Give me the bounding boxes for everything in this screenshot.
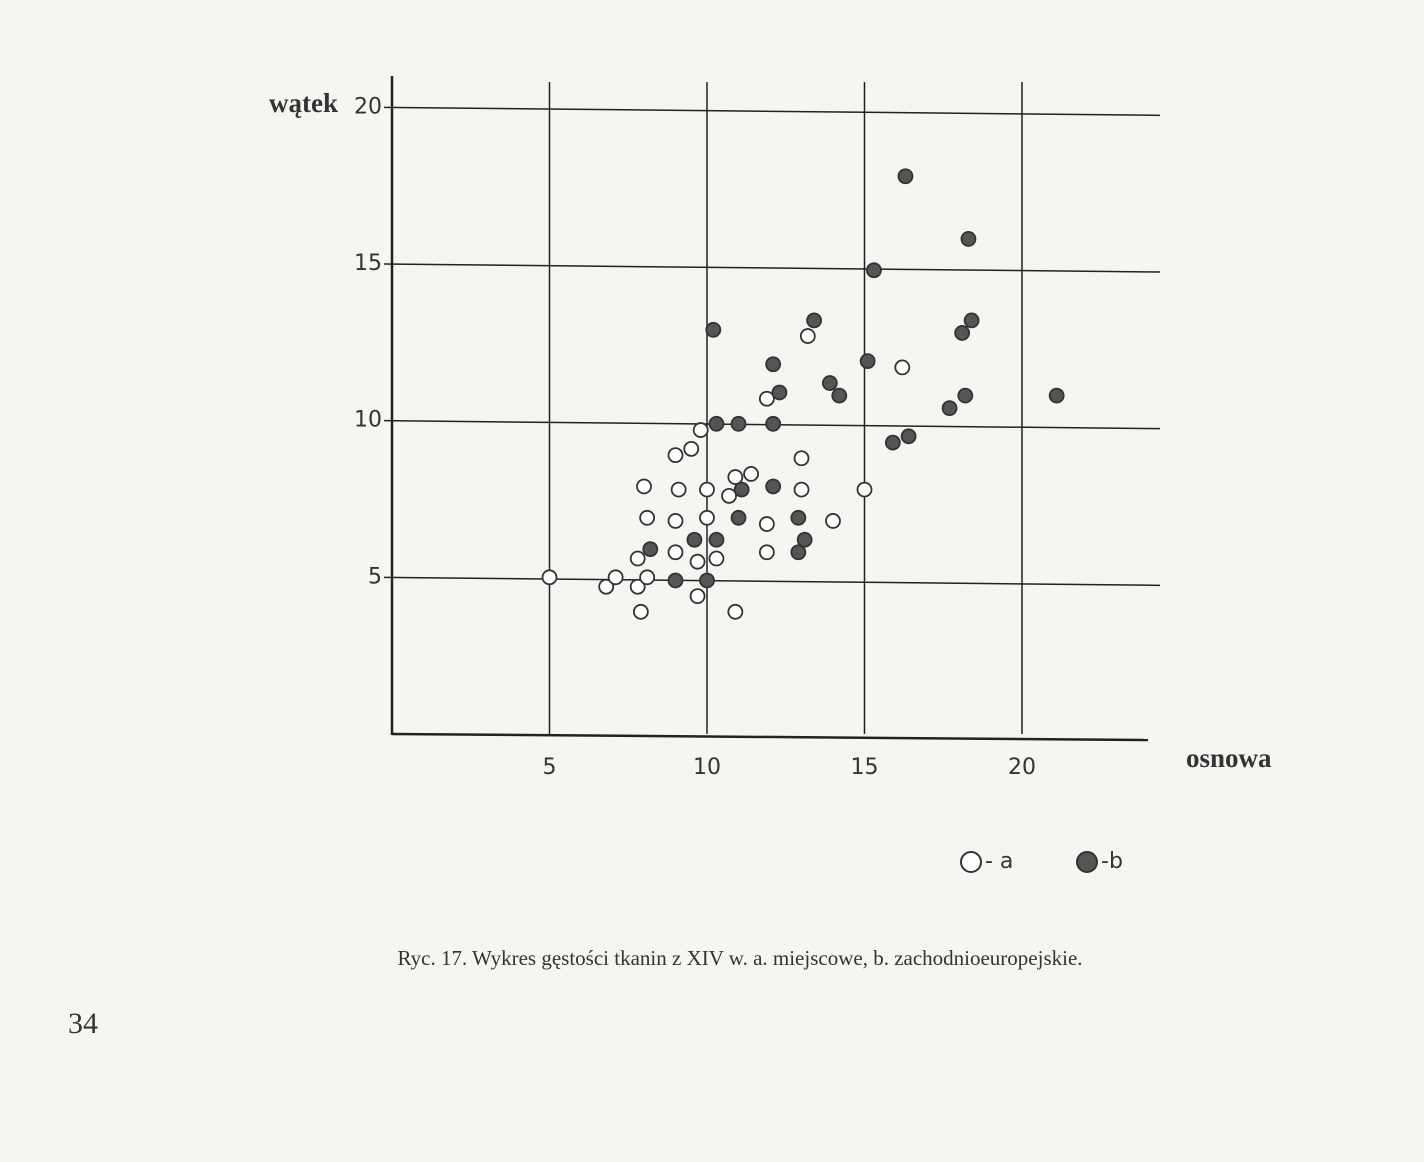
point <box>758 516 775 532</box>
point <box>636 478 652 495</box>
y-axis-label: wątek <box>269 88 338 118</box>
point <box>667 572 684 589</box>
point <box>642 541 659 558</box>
point <box>960 231 977 247</box>
point <box>790 509 807 526</box>
point <box>708 531 725 548</box>
point <box>957 387 974 404</box>
legend-label: -b <box>1101 849 1123 874</box>
point <box>667 447 684 464</box>
grid-line <box>383 106 1161 117</box>
point <box>765 356 782 373</box>
point <box>758 390 775 407</box>
point <box>743 466 759 482</box>
point <box>708 415 725 432</box>
point <box>708 550 725 567</box>
point <box>639 569 656 586</box>
x-axis-label: osnowa <box>1186 743 1272 773</box>
page-number: 34 <box>68 1007 98 1040</box>
point <box>689 588 706 605</box>
point <box>796 531 813 548</box>
point <box>598 578 615 595</box>
point <box>727 469 744 485</box>
legend-marker <box>960 851 982 873</box>
point <box>629 550 646 567</box>
x-tick-label: 20 <box>1008 755 1036 780</box>
point <box>894 359 911 376</box>
x-axis <box>391 732 1149 742</box>
point <box>730 509 747 526</box>
point <box>639 509 656 526</box>
point <box>692 422 709 438</box>
point <box>790 544 807 561</box>
point <box>699 509 715 526</box>
point <box>541 569 558 586</box>
legend-marker <box>1076 851 1098 873</box>
point <box>667 513 684 529</box>
point <box>733 481 750 498</box>
point <box>727 603 744 620</box>
point <box>629 578 646 595</box>
point <box>632 603 649 620</box>
point <box>758 544 775 561</box>
point <box>897 168 914 185</box>
grid-line <box>383 263 1161 273</box>
point <box>884 434 901 451</box>
point <box>941 400 958 417</box>
y-tick-label: 5 <box>368 564 382 589</box>
point <box>667 544 684 561</box>
point <box>963 312 980 329</box>
point <box>670 481 687 498</box>
caption: Ryc. 17. Wykres gęstości tkanin z XIV w.… <box>397 946 1082 970</box>
point <box>799 328 816 344</box>
point <box>721 487 737 504</box>
x-tick-label: 15 <box>851 755 879 780</box>
point <box>900 428 917 445</box>
point <box>699 572 715 589</box>
point <box>866 262 882 279</box>
point <box>765 478 782 495</box>
point <box>730 415 747 432</box>
point <box>771 384 788 401</box>
y-tick-label: 10 <box>354 408 382 433</box>
point <box>699 481 715 498</box>
point <box>831 387 848 404</box>
point <box>821 375 838 391</box>
point <box>793 481 810 498</box>
y-tick-label: 15 <box>354 251 382 276</box>
grid-line <box>383 576 1161 587</box>
point <box>689 553 706 570</box>
point <box>705 321 722 338</box>
point <box>954 325 971 341</box>
point <box>765 415 782 432</box>
point <box>825 513 841 529</box>
point <box>686 531 703 548</box>
point <box>1048 387 1065 404</box>
point <box>607 569 624 586</box>
legend-label: - a <box>985 849 1013 874</box>
point <box>683 440 700 457</box>
point <box>856 481 873 498</box>
x-tick-label: 10 <box>693 755 721 780</box>
point <box>793 450 810 467</box>
point <box>806 312 822 329</box>
point <box>859 353 876 370</box>
x-tick-label: 5 <box>543 755 557 780</box>
y-tick-label: 20 <box>354 94 382 119</box>
